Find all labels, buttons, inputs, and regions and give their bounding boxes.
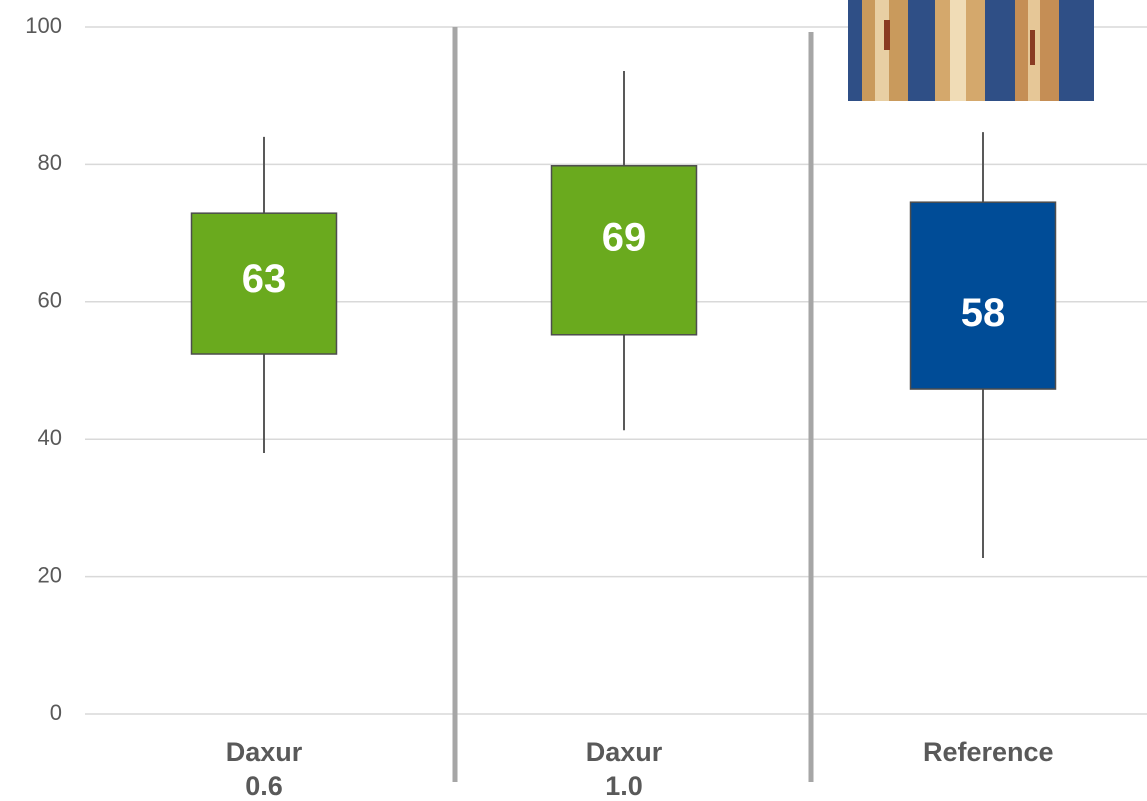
photo [848, 0, 1094, 101]
x-tick-label: Daxur 0.6 [225, 737, 303, 801]
y-tick-label: 40 [38, 425, 62, 450]
y-tick-label: 20 [38, 562, 62, 587]
y-tick-label: 60 [38, 288, 62, 313]
value-label: 69 [602, 216, 647, 260]
x-tick-label: Daxur 1.0 [585, 737, 663, 801]
box [190, 212, 338, 355]
box [550, 165, 698, 336]
value-label: 63 [242, 257, 287, 301]
box [909, 201, 1057, 390]
value-label: 58 [961, 291, 1006, 335]
y-tick-label: 100 [25, 13, 62, 38]
y-tick-label: 0 [50, 700, 62, 725]
x-tick-label: Reference [923, 737, 1054, 767]
y-tick-label: 80 [38, 150, 62, 175]
